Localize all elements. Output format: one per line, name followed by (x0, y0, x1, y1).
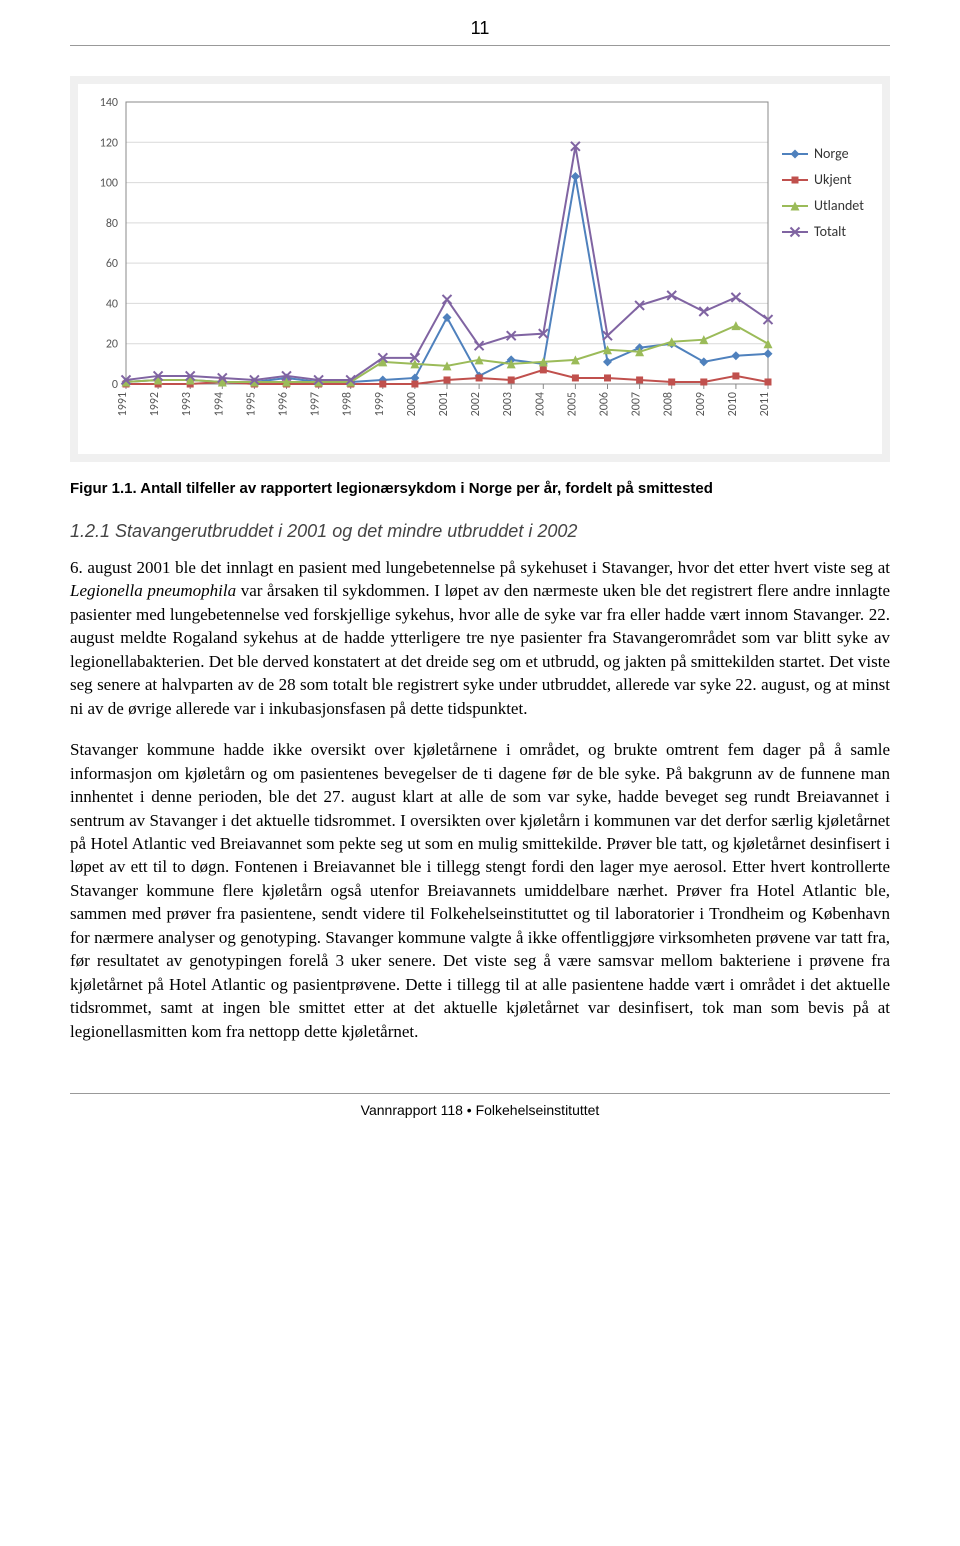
svg-text:2011: 2011 (758, 392, 772, 416)
svg-text:1993: 1993 (180, 392, 194, 416)
svg-text:Totalt: Totalt (814, 223, 846, 240)
svg-text:120: 120 (100, 136, 118, 150)
svg-text:0: 0 (112, 378, 118, 392)
svg-text:1992: 1992 (148, 392, 162, 416)
svg-text:140: 140 (100, 96, 118, 110)
svg-text:1998: 1998 (341, 392, 355, 416)
svg-text:1999: 1999 (373, 392, 387, 416)
chart-inner-panel: 0 20 40 60 80 100 120 140 1991 1992 1993 1994 1995 19… (78, 84, 882, 454)
svg-text:2006: 2006 (598, 392, 612, 416)
svg-text:2010: 2010 (726, 392, 740, 416)
figure-caption: Figur 1.1. Antall tilfeller av rapporter… (70, 480, 890, 497)
svg-text:20: 20 (106, 338, 118, 352)
svg-text:Norge: Norge (814, 145, 849, 162)
svg-text:Utlandet: Utlandet (814, 197, 864, 214)
svg-text:1995: 1995 (244, 392, 258, 416)
svg-text:2003: 2003 (501, 392, 515, 416)
legionella-chart: 0 20 40 60 80 100 120 140 1991 1992 1993 1994 1995 19… (78, 84, 878, 454)
svg-text:2004: 2004 (533, 392, 547, 416)
svg-text:2000: 2000 (405, 392, 419, 416)
svg-text:2009: 2009 (694, 392, 708, 416)
svg-text:1991: 1991 (116, 392, 130, 416)
chart-outer-panel: 0 20 40 60 80 100 120 140 1991 1992 1993 1994 1995 19… (70, 76, 890, 462)
footer-text: Vannrapport 118 • Folkehelseinstituttet (70, 1094, 890, 1138)
para1-part-b: var årsaken til sykdommen. I løpet av de… (70, 581, 890, 717)
svg-text:1997: 1997 (309, 392, 323, 416)
svg-text:60: 60 (106, 257, 118, 271)
svg-text:1994: 1994 (212, 392, 226, 416)
top-rule (70, 45, 890, 46)
svg-text:2002: 2002 (469, 392, 483, 416)
svg-text:Ukjent: Ukjent (814, 171, 852, 188)
svg-text:2007: 2007 (630, 392, 644, 416)
para1-part-a: 6. august 2001 ble det innlagt en pasien… (70, 558, 890, 577)
svg-text:2008: 2008 (662, 392, 676, 416)
paragraph-2: Stavanger kommune hadde ikke oversikt ov… (70, 738, 890, 1043)
svg-text:1996: 1996 (277, 392, 291, 416)
svg-text:40: 40 (106, 297, 118, 311)
svg-text:80: 80 (106, 217, 118, 231)
svg-text:2005: 2005 (565, 392, 579, 416)
page-number: 11 (70, 0, 890, 45)
paragraph-1: 6. august 2001 ble det innlagt en pasien… (70, 556, 890, 720)
svg-text:2001: 2001 (437, 392, 451, 416)
para1-italic: Legionella pneumophila (70, 581, 236, 600)
svg-text:100: 100 (100, 177, 118, 191)
section-heading: 1.2.1 Stavangerutbruddet i 2001 og det m… (70, 521, 890, 542)
